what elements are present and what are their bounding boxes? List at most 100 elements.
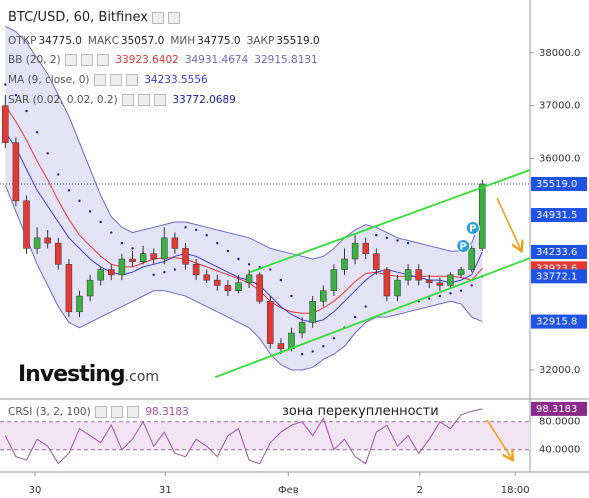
sar-dot xyxy=(406,241,410,245)
candle-body xyxy=(373,253,380,270)
y-tick-label: 37000.0 xyxy=(539,101,580,112)
icon[interactable] xyxy=(80,54,93,66)
trendline xyxy=(249,169,531,273)
candle-body xyxy=(288,332,295,350)
sar-dot xyxy=(269,268,272,271)
x-tick-label: 2 xyxy=(417,485,423,496)
sar-dot xyxy=(449,292,452,295)
bb-lower xyxy=(4,184,483,371)
event-marker xyxy=(465,221,480,236)
icon[interactable] xyxy=(110,406,123,418)
indicator-label: MA (9, close, 0) xyxy=(8,74,90,86)
icon[interactable] xyxy=(125,74,138,86)
candle-body xyxy=(267,301,274,344)
oscillator-line xyxy=(4,408,483,465)
sar-dot xyxy=(353,315,357,319)
sar-dot xyxy=(57,173,60,176)
icon[interactable] xyxy=(96,54,109,66)
watermark: Investing.com xyxy=(18,362,159,387)
crsi-row: CRSI (3, 2, 100) 98.3183 xyxy=(8,406,195,418)
candle-body xyxy=(161,237,168,260)
bb-upper xyxy=(5,25,483,260)
icon[interactable] xyxy=(167,11,180,24)
icon[interactable] xyxy=(153,94,166,106)
event-marker xyxy=(456,239,471,254)
sar-dot xyxy=(120,241,124,245)
candle-body xyxy=(415,269,422,281)
indicator-value: 98.3183 xyxy=(145,406,189,418)
sar-dot xyxy=(110,231,113,234)
sar-dot xyxy=(438,294,442,298)
ohlc-row: ОТКР 34775.0 МАКС 35057.0 МИН 34775.0 ЗАКР 3551… xyxy=(8,35,326,47)
ohlc-label: ЗАКР xyxy=(246,35,275,47)
candle-body xyxy=(12,142,20,202)
ohlc-value: 34775.0 xyxy=(38,35,82,47)
price-flag-label: 33772.1 xyxy=(536,271,577,282)
y-tick-label: 40.0000 xyxy=(539,445,580,456)
icon[interactable] xyxy=(121,94,134,106)
sar-dot xyxy=(194,228,198,232)
sar-row: SAR (0.02, 0.02, 0.2) 33772.0689 xyxy=(8,94,242,106)
annotation: зона перекупленности xyxy=(282,404,439,419)
indicator-label: CRSI (3, 2, 100) xyxy=(8,406,91,418)
sar-dot xyxy=(470,284,473,287)
price-flag-label: 33923.6 xyxy=(536,263,577,274)
y-tick-label: 36000.0 xyxy=(539,154,580,165)
candle-body xyxy=(457,269,465,276)
sar-dot xyxy=(163,271,166,274)
indicator-label: BB (20, 2) xyxy=(8,54,61,66)
price-flag-label: 34931.5 xyxy=(536,210,577,221)
price-flag-label: 35519.0 xyxy=(536,179,577,190)
candle-body xyxy=(224,285,232,291)
sar-dot xyxy=(46,152,49,155)
icon[interactable] xyxy=(151,11,164,24)
icon[interactable] xyxy=(137,94,150,106)
candle-body xyxy=(118,258,126,276)
brand-suffix: .com xyxy=(124,369,160,385)
icon[interactable] xyxy=(93,74,106,86)
candle-body xyxy=(182,248,189,265)
candle-body xyxy=(108,269,115,276)
title: BTC/USD, 60, Bitfinex xyxy=(8,10,148,25)
candle-body xyxy=(447,274,454,286)
ma-row: MA (9, close, 0) 34233.5556 xyxy=(8,74,214,86)
sar-dot xyxy=(99,220,102,224)
candle-body xyxy=(351,242,359,260)
candle-body xyxy=(203,274,210,281)
candle-body xyxy=(76,295,83,313)
indicator-value: 33772.0689 xyxy=(172,94,236,106)
sar-dot xyxy=(311,350,314,353)
candle-body xyxy=(235,282,242,291)
indicator-value: 32915.8131 xyxy=(254,54,318,66)
x-tick-label: Фев xyxy=(278,485,299,496)
price-flag xyxy=(531,176,587,191)
icon[interactable] xyxy=(109,74,122,86)
ma-line xyxy=(4,131,483,323)
icon[interactable] xyxy=(64,54,77,66)
icon[interactable] xyxy=(126,406,139,418)
candle-body xyxy=(129,258,136,262)
sar-dot xyxy=(375,234,378,237)
candle-body xyxy=(55,242,62,265)
candle-body xyxy=(65,264,73,313)
sar-dot xyxy=(237,257,240,261)
price-flag-label: 32915.8 xyxy=(536,317,577,328)
indicator-value: 33923.6402 xyxy=(115,54,179,66)
price-flag-label: 98.3183 xyxy=(536,404,577,415)
indicator-value: 34233.5556 xyxy=(144,74,208,86)
icon[interactable] xyxy=(94,406,107,418)
candle-body xyxy=(479,183,486,249)
price-flag xyxy=(531,244,587,259)
bb-middle xyxy=(4,105,483,314)
sar-dot xyxy=(322,345,325,348)
candle-body xyxy=(192,264,200,276)
sar-dot xyxy=(78,199,81,203)
candle-body xyxy=(277,343,285,350)
candle-body xyxy=(362,242,369,254)
title-row: BTC/USD, 60, Bitfinex xyxy=(8,10,180,25)
sar-dot xyxy=(131,247,134,250)
candle-body xyxy=(245,274,253,284)
price-flag-label: 34233.6 xyxy=(536,247,577,258)
candle-body xyxy=(256,274,263,302)
